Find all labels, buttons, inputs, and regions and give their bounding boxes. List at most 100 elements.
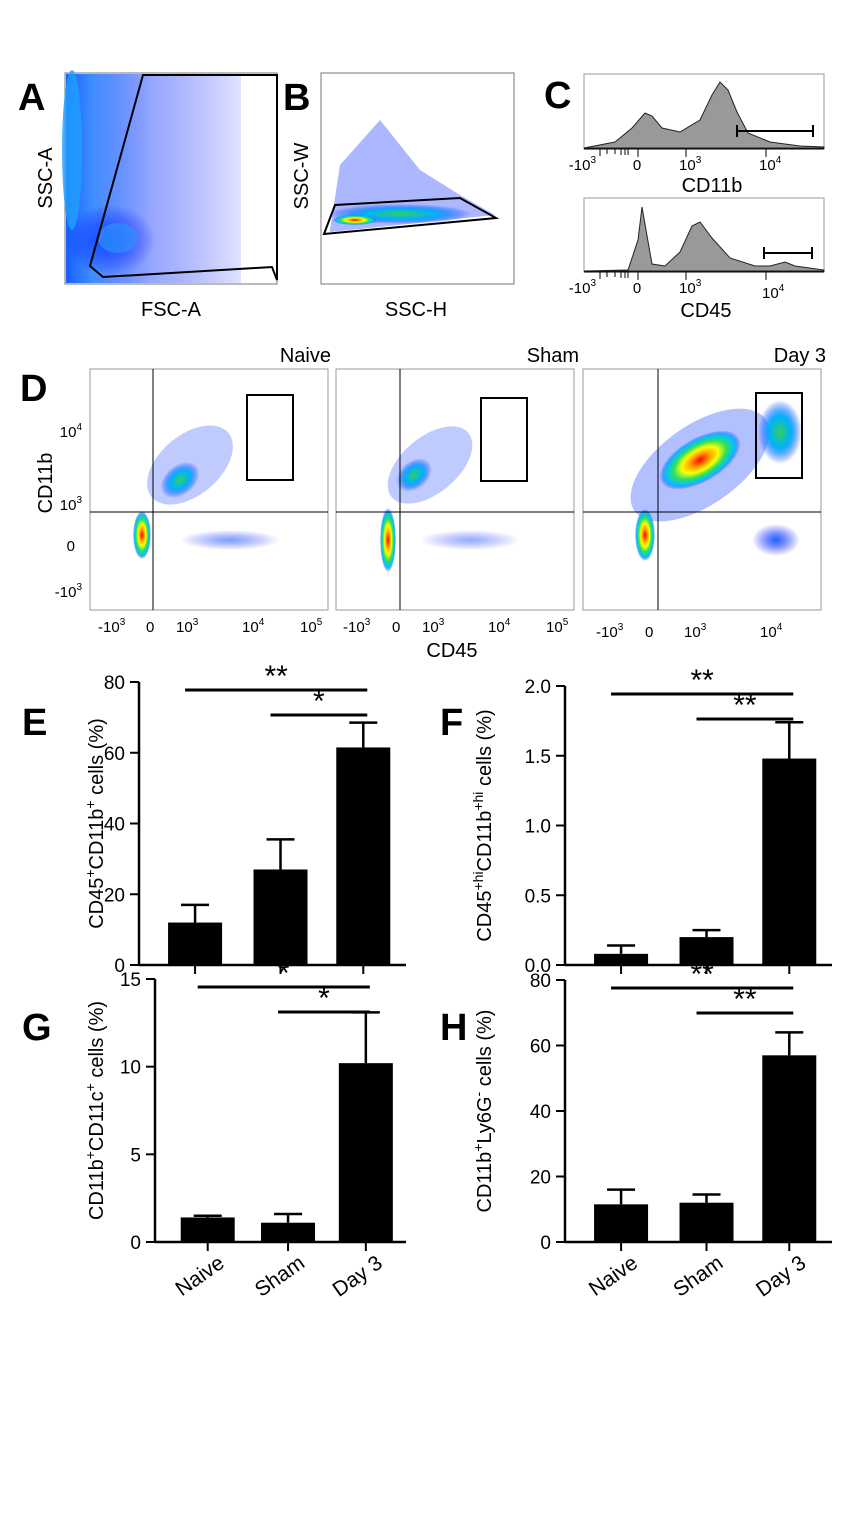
panel-f-y-label-s1: +hi <box>470 871 486 890</box>
panel-d-y-label: CD11b <box>35 453 57 514</box>
panel-h-category-label: Naive <box>585 1251 642 1301</box>
panel-h-bar-chart: H 0 20 40 60 80 CD11b+Ly6G- cells (%) Naive Sham… <box>440 958 832 1302</box>
panel-f-y-label: CD45+hiCD11b+hi cells (%) <box>470 709 496 941</box>
panel-d: D Naive Sham Day 3 <box>20 345 826 662</box>
panel-e-bar-sham <box>253 869 308 965</box>
panel-c-cd45-tick-zero: 0 <box>633 280 641 297</box>
panel-c-cd45-tick-neg: -103 <box>569 278 597 297</box>
panel-h-y-label-t1: CD11b <box>474 1152 496 1213</box>
panel-e-y-label-t2: CD11b <box>86 809 108 870</box>
panel-c-tick-zero: 0 <box>633 157 641 174</box>
panel-g-letter: G <box>22 1007 52 1049</box>
panel-e-y-label: CD45+CD11b+ cells (%) <box>82 718 108 929</box>
panel-f-y-tick-label: 1.0 <box>525 817 551 838</box>
panel-g-y-label-t3: cells (%) <box>86 1001 108 1083</box>
svg-text:103: 103 <box>422 617 445 636</box>
panel-e-y-tick-label: 20 <box>104 885 125 906</box>
panel-h-bar-naive <box>594 1204 649 1242</box>
panel-d-gate-naive <box>246 394 294 481</box>
panel-g-y-label-t2: CD11c <box>86 1091 108 1151</box>
panel-a: A FSC-A SSC-A <box>18 70 278 321</box>
panel-g-y-label-s1: + <box>82 1151 98 1159</box>
panel-h-y-tick-label: 40 <box>530 1102 551 1123</box>
panel-h-category-label: Day 3 <box>752 1251 810 1301</box>
panel-e-letter: E <box>22 702 47 744</box>
svg-text:0: 0 <box>392 619 400 636</box>
panel-d-title-day3: Day 3 <box>774 345 826 367</box>
panel-e-y-tick-label: 80 <box>104 673 125 694</box>
svg-text:-103: -103 <box>596 622 624 641</box>
panel-c-cd11b-ticks <box>599 149 767 157</box>
panel-c-cd45-ticks <box>599 272 767 280</box>
panel-f-y-tick-label: 0.0 <box>525 956 551 977</box>
panel-d-x-ticks-naive: -103 0 103 104 105 <box>98 617 323 636</box>
panel-h-letter: H <box>440 1007 467 1049</box>
panel-g-category-label: Naive <box>171 1251 228 1301</box>
panel-g-bar-sham <box>261 1222 316 1242</box>
panel-f-y-label-t1: CD45 <box>474 891 496 942</box>
panel-a-letter: A <box>18 77 45 119</box>
svg-text:105: 105 <box>300 617 323 636</box>
panel-c-tick-neg: -103 <box>569 155 597 174</box>
panel-h-y-label-t2: Ly6G <box>474 1096 496 1143</box>
panel-a-y-label: SSC-A <box>35 147 57 209</box>
panel-e-bar-day-3 <box>336 747 391 965</box>
panel-f-y-tick-label: 2.0 <box>525 677 551 698</box>
panel-f-bar-naive <box>594 953 649 965</box>
panel-g-y-label: CD11b+CD11c+ cells (%) <box>82 1001 108 1220</box>
panel-h-y-tick-label: 80 <box>530 971 551 992</box>
panel-d-title-naive: Naive <box>280 345 331 367</box>
panel-c-tick-1e4: 104 <box>759 155 782 174</box>
panel-g-category-label: Day 3 <box>329 1251 387 1301</box>
panel-h-y-label-t3: cells (%) <box>474 1010 496 1092</box>
panel-f-letter: F <box>440 702 463 744</box>
panel-h-bar-day-3 <box>762 1055 817 1242</box>
panel-f-significance-label: ** <box>690 664 714 697</box>
panel-c-cd45-peaks <box>583 206 825 272</box>
panel-b-gate <box>322 196 500 236</box>
panel-g-y-tick-label: 15 <box>120 970 141 991</box>
panel-d-y-ticks: 104 103 0 -103 <box>55 422 83 601</box>
panel-e-significance-label: ** <box>264 660 288 693</box>
svg-text:103: 103 <box>684 622 707 641</box>
panel-e-bar-naive <box>168 922 223 965</box>
panel-h-y-tick-label: 60 <box>530 1037 551 1058</box>
svg-text:103: 103 <box>60 495 83 514</box>
panel-g-y-label-t1: CD11b <box>86 1159 108 1220</box>
panel-f-y-label-t2: CD11b <box>474 811 496 872</box>
panel-c-cd11b-label: CD11b <box>682 175 743 197</box>
panel-f-significance-label: ** <box>733 689 757 722</box>
panel-b-x-label: SSC-H <box>385 299 447 321</box>
panel-g-y-tick-label: 10 <box>120 1058 141 1079</box>
svg-text:105: 105 <box>546 617 569 636</box>
panel-d-plot-day3 <box>582 368 822 611</box>
panel-f-y-label-t3: cells (%) <box>474 709 496 791</box>
panel-e-y-tick-label: 0 <box>114 956 125 977</box>
panel-h-bar-sham <box>679 1202 734 1242</box>
svg-text:104: 104 <box>760 622 783 641</box>
panel-b-density-cloud <box>328 120 495 232</box>
panel-g-y-tick-label: 5 <box>130 1145 141 1166</box>
panel-g-y-tick-label: 0 <box>130 1233 141 1254</box>
panel-d-title-sham: Sham <box>527 345 579 367</box>
panel-h-y-tick-label: 0 <box>540 1233 551 1254</box>
svg-text:103: 103 <box>176 617 199 636</box>
panel-d-x-label: CD45 <box>426 640 477 662</box>
panel-h-significance-label: ** <box>733 983 757 1016</box>
svg-text:0: 0 <box>645 624 653 641</box>
panel-h-category-label: Sham <box>669 1251 727 1301</box>
panel-h-significance-label: ** <box>690 958 714 991</box>
panel-c-tick-1e3: 103 <box>679 155 702 174</box>
panel-b: B SSC-H SSC-W <box>283 72 515 321</box>
panel-e-y-tick-label: 40 <box>104 815 125 836</box>
panel-d-plot-sham <box>335 368 575 611</box>
panel-f-bar-sham <box>679 937 734 965</box>
svg-text:104: 104 <box>242 617 265 636</box>
panel-b-y-label: SSC-W <box>291 143 313 210</box>
panel-e-y-label-t3: cells (%) <box>86 718 108 800</box>
panel-f-y-label-s2: +hi <box>470 792 486 811</box>
panel-g-y-label-s2: + <box>82 1083 98 1091</box>
panel-h-y-label-s1: + <box>470 1144 486 1152</box>
